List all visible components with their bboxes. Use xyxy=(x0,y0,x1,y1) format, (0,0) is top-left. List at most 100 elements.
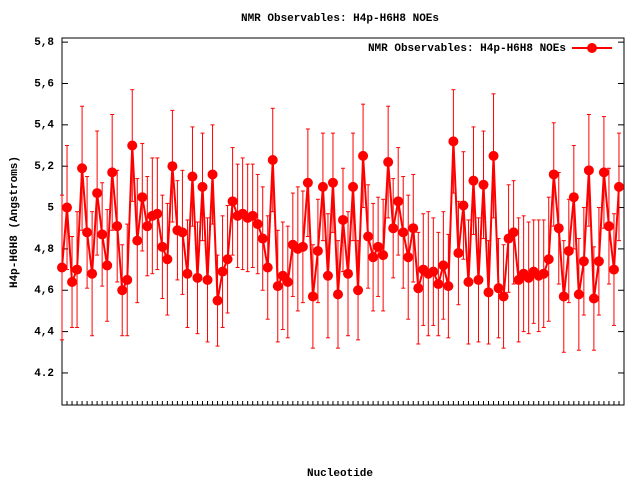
point xyxy=(463,276,474,287)
point xyxy=(433,279,444,290)
point xyxy=(553,223,564,234)
point xyxy=(222,254,233,265)
point xyxy=(378,250,389,261)
y-tick-label: 5,4 xyxy=(34,120,54,132)
point xyxy=(508,227,519,238)
point xyxy=(563,245,574,256)
point xyxy=(448,136,459,147)
point xyxy=(307,291,318,302)
point xyxy=(322,270,333,281)
point xyxy=(312,245,323,256)
point xyxy=(247,210,258,221)
point xyxy=(122,274,133,285)
point xyxy=(468,175,479,186)
point xyxy=(573,289,584,300)
point xyxy=(473,274,484,285)
point xyxy=(373,241,384,252)
point xyxy=(127,140,138,151)
point xyxy=(408,223,419,234)
point xyxy=(182,268,193,279)
point xyxy=(257,233,268,244)
y-tick-label: 5,2 xyxy=(34,161,54,173)
point xyxy=(388,223,399,234)
point xyxy=(282,276,293,287)
point xyxy=(548,169,559,180)
point xyxy=(72,264,83,275)
point xyxy=(428,266,439,277)
point xyxy=(438,260,449,271)
point xyxy=(202,274,213,285)
point xyxy=(107,167,118,178)
point xyxy=(608,264,619,275)
point xyxy=(368,252,379,263)
point xyxy=(67,276,78,287)
point xyxy=(207,169,218,180)
point xyxy=(393,196,404,207)
legend-label: NMR Observables: H4p-H6H8 NOEs xyxy=(368,43,566,55)
point xyxy=(478,179,489,190)
point xyxy=(152,208,163,219)
point xyxy=(488,150,499,161)
point xyxy=(403,252,414,263)
point xyxy=(157,241,168,252)
y-tick-label: 4,8 xyxy=(34,244,54,256)
point xyxy=(82,227,93,238)
point xyxy=(192,272,203,283)
point xyxy=(398,227,409,238)
x-axis-label: Nucleotide xyxy=(307,468,373,480)
point xyxy=(338,214,348,225)
point xyxy=(92,188,103,199)
point xyxy=(297,241,308,252)
point xyxy=(327,177,338,188)
point xyxy=(383,157,394,168)
point xyxy=(162,254,173,265)
point xyxy=(593,256,604,267)
point xyxy=(493,283,504,294)
point xyxy=(217,266,228,277)
point xyxy=(197,181,208,192)
point xyxy=(212,295,223,306)
point xyxy=(353,285,364,296)
point xyxy=(358,150,369,161)
y-tick-label: 4.2 xyxy=(34,368,54,380)
point xyxy=(603,221,614,232)
point xyxy=(137,192,148,203)
point xyxy=(483,287,494,298)
y-tick-label: 4,4 xyxy=(34,327,54,339)
point xyxy=(57,262,67,273)
y-axis-label: H4p-H6H8 (Angstroms) xyxy=(9,156,21,288)
chart-title: NMR Observables: H4p-H6H8 NOEs xyxy=(241,13,439,25)
point xyxy=(453,248,464,259)
point xyxy=(558,291,569,302)
point xyxy=(132,235,143,246)
y-tick-label: 5 xyxy=(47,202,54,214)
point xyxy=(588,293,599,304)
y-tick-label: 4,6 xyxy=(34,285,54,297)
point xyxy=(413,283,424,294)
point xyxy=(102,260,113,271)
point xyxy=(187,171,198,182)
point xyxy=(117,285,128,296)
point xyxy=(343,268,354,279)
y-tick-label: 5,8 xyxy=(34,37,54,49)
point xyxy=(97,229,108,240)
point xyxy=(598,167,609,178)
legend-marker xyxy=(587,43,597,53)
point xyxy=(498,291,509,302)
point xyxy=(568,192,579,203)
point xyxy=(348,181,359,192)
point xyxy=(227,196,238,207)
point xyxy=(272,281,283,292)
point xyxy=(613,181,624,192)
point xyxy=(443,281,454,292)
point xyxy=(578,256,589,267)
point xyxy=(252,219,263,230)
point xyxy=(167,161,178,172)
point xyxy=(583,165,594,176)
y-tick-label: 5,6 xyxy=(34,78,54,90)
point xyxy=(538,268,549,279)
point xyxy=(142,221,153,232)
point xyxy=(77,163,88,174)
point xyxy=(262,262,273,273)
point xyxy=(302,177,313,188)
